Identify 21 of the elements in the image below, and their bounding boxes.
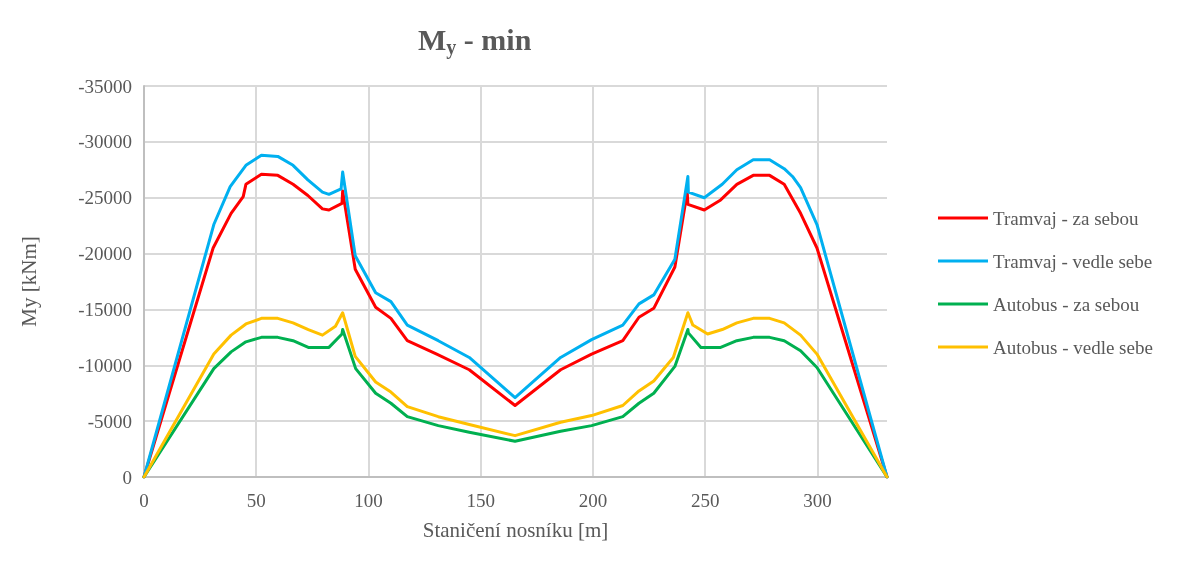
y-axis-title: My [kNm] (16, 236, 41, 327)
legend-label: Tramvaj - za sebou (993, 207, 1139, 229)
y-tick-label: -10000 (78, 354, 132, 376)
x-tick-label: 300 (803, 490, 832, 511)
y-tick-label: 0 (122, 466, 132, 488)
x-tick-label: 50 (246, 490, 266, 511)
y-tick-label: -35000 (78, 75, 132, 97)
legend-label: Tramvaj - vedle sebe (993, 250, 1153, 272)
y-tick-label: -5000 (87, 410, 132, 432)
x-tick-label: 200 (578, 490, 608, 511)
x-tick-label: 150 (466, 490, 495, 511)
x-tick-label: 100 (354, 490, 383, 511)
y-tick-label: -30000 (78, 131, 132, 153)
y-tick-label: -15000 (78, 298, 132, 320)
legend-label: Autobus - vedle sebe (993, 336, 1153, 358)
y-tick-label: -20000 (78, 243, 132, 265)
x-axis-title: Staničení nosníku [m] (422, 517, 609, 542)
x-tick-label: 0 (139, 490, 149, 511)
legend-label: Autobus - za sebou (993, 293, 1140, 315)
x-tick-label: 250 (690, 490, 720, 511)
y-tick-label: -25000 (78, 187, 132, 209)
